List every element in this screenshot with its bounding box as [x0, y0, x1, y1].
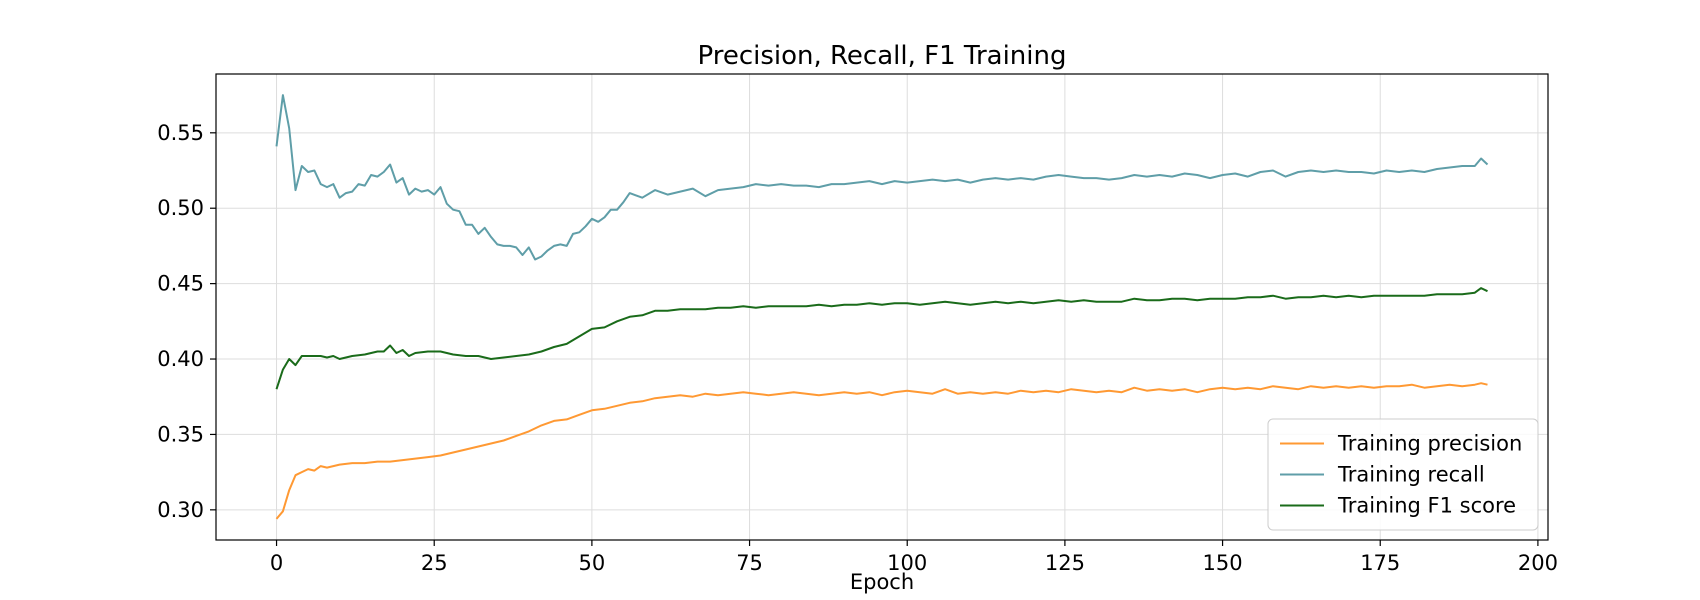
y-tick-label: 0.50	[157, 196, 204, 220]
plot-frame	[215, 73, 1549, 541]
x-tick-label: 25	[421, 551, 448, 575]
x-tick-label: 150	[1203, 551, 1243, 575]
x-tick-label: 175	[1360, 551, 1400, 575]
legend-label-0: Training precision	[1337, 432, 1522, 456]
series-line-0	[275, 382, 1488, 520]
y-tick-label: 0.45	[157, 272, 204, 296]
legend-box	[1267, 418, 1539, 531]
x-tick-label: 50	[579, 551, 606, 575]
y-tick-label: 0.35	[157, 422, 204, 446]
legend: Training precision Training recall Trainin…	[1267, 418, 1539, 531]
x-tick-label: 125	[1045, 551, 1085, 575]
legend-label-2: Training F1 score	[1337, 494, 1516, 518]
legend-label-1: Training recall	[1337, 463, 1485, 487]
x-tick-label: 75	[736, 551, 763, 575]
tick-layer: 0 25 50 75 100 125 150 175 200 0.30 0.35 0.40 0.45 0.…	[157, 121, 1558, 575]
y-tick-label: 0.55	[157, 121, 204, 145]
series-layer	[275, 94, 1489, 520]
y-tick-label: 0.40	[157, 347, 204, 371]
x-axis-label: Epoch	[850, 570, 914, 594]
x-tick-label: 200	[1518, 551, 1558, 575]
y-tick-label: 0.30	[157, 498, 204, 522]
series-line-1	[275, 94, 1489, 261]
series-line-2	[275, 287, 1488, 390]
chart-title: Precision, Recall, F1 Training	[698, 41, 1067, 71]
x-tick-label: 100	[887, 551, 927, 575]
x-tick-label: 0	[270, 551, 283, 575]
